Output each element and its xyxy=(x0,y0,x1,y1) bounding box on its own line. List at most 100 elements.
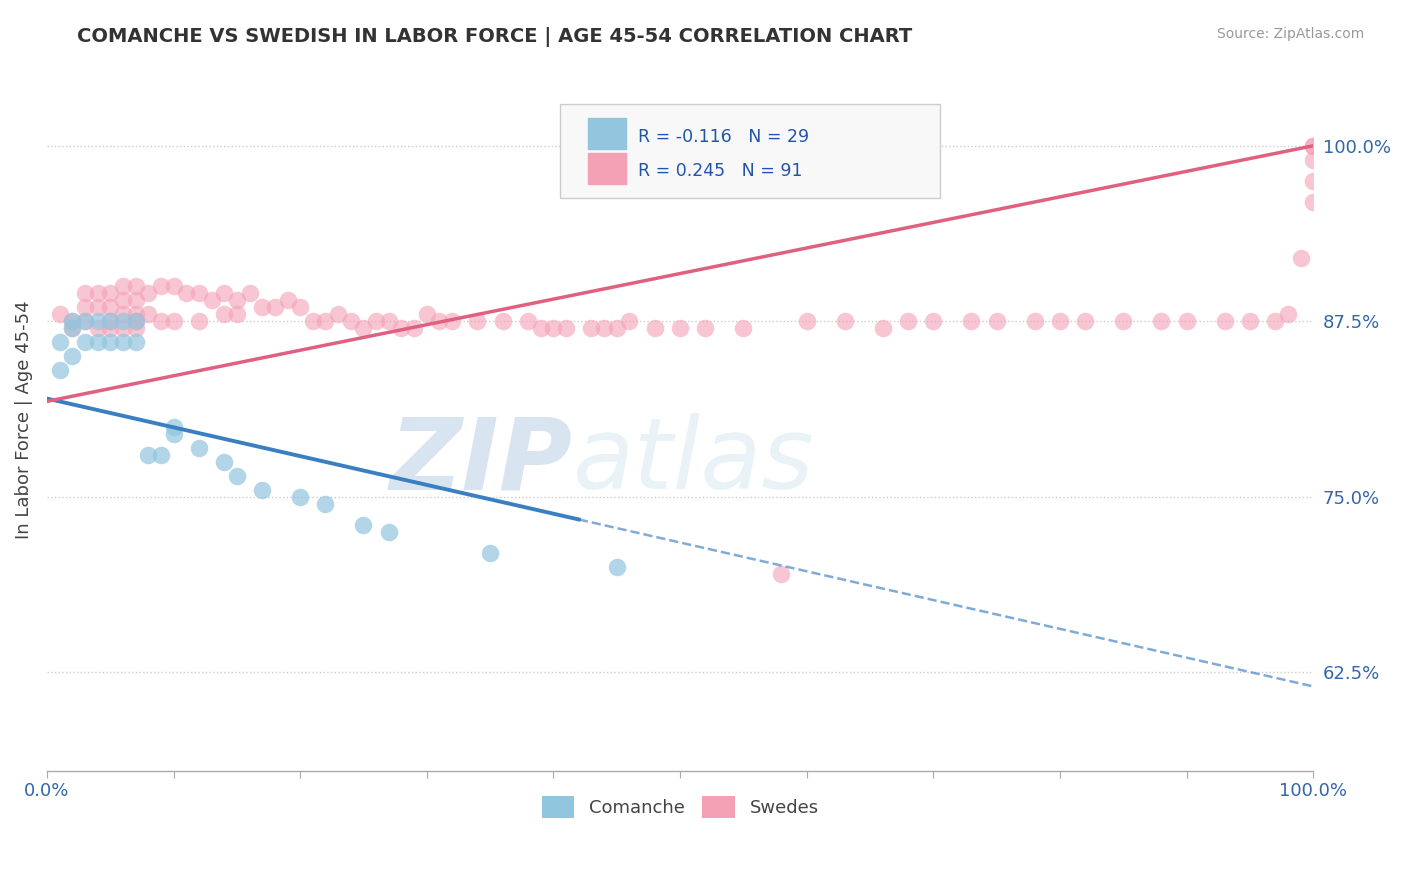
Point xyxy=(111,335,134,350)
Point xyxy=(200,293,222,308)
Point xyxy=(162,426,184,441)
Point xyxy=(98,321,121,335)
Point xyxy=(492,314,515,328)
Point xyxy=(250,300,273,314)
Point xyxy=(1302,138,1324,153)
Point xyxy=(288,490,311,504)
Point xyxy=(288,300,311,314)
Point xyxy=(149,279,172,293)
Point xyxy=(149,314,172,328)
Point xyxy=(1074,314,1097,328)
Point xyxy=(340,314,363,328)
Point xyxy=(60,350,83,364)
Point xyxy=(60,321,83,335)
Point xyxy=(212,286,235,301)
Point xyxy=(111,279,134,293)
Point xyxy=(73,335,96,350)
Point xyxy=(73,300,96,314)
Point xyxy=(124,307,146,321)
Legend: Comanche, Swedes: Comanche, Swedes xyxy=(534,789,825,825)
Point xyxy=(733,321,755,335)
Point xyxy=(111,314,134,328)
Point xyxy=(416,307,439,321)
Point xyxy=(124,335,146,350)
Text: Source: ZipAtlas.com: Source: ZipAtlas.com xyxy=(1216,27,1364,41)
Point xyxy=(162,279,184,293)
Point xyxy=(353,321,375,335)
Point xyxy=(669,321,692,335)
Point xyxy=(378,524,401,539)
Point xyxy=(73,286,96,301)
Point xyxy=(60,321,83,335)
Point xyxy=(1264,314,1286,328)
Point xyxy=(73,314,96,328)
Point xyxy=(366,314,388,328)
Point xyxy=(60,314,83,328)
Point xyxy=(1277,307,1299,321)
Point xyxy=(111,293,134,308)
FancyBboxPatch shape xyxy=(560,103,939,198)
Bar xyxy=(588,153,626,185)
Bar xyxy=(588,118,626,149)
Point xyxy=(225,293,247,308)
Point xyxy=(136,307,159,321)
Point xyxy=(315,314,337,328)
Point xyxy=(1049,314,1071,328)
Point xyxy=(644,321,666,335)
Point xyxy=(250,483,273,497)
Point xyxy=(111,307,134,321)
Point xyxy=(1150,314,1173,328)
Point xyxy=(429,314,451,328)
Point xyxy=(1239,314,1261,328)
Point xyxy=(1024,314,1046,328)
Point xyxy=(225,468,247,483)
Text: ZIP: ZIP xyxy=(389,413,572,510)
Point xyxy=(73,314,96,328)
Point xyxy=(1302,194,1324,209)
Point xyxy=(149,448,172,462)
Point xyxy=(212,307,235,321)
Point xyxy=(124,321,146,335)
Point xyxy=(98,314,121,328)
Point xyxy=(1289,251,1312,265)
Text: R = 0.245   N = 91: R = 0.245 N = 91 xyxy=(638,162,803,180)
Point xyxy=(212,455,235,469)
Point xyxy=(187,314,209,328)
Point xyxy=(98,335,121,350)
Point xyxy=(530,321,553,335)
Point xyxy=(695,321,717,335)
Point xyxy=(1213,314,1236,328)
Point xyxy=(276,293,298,308)
Point xyxy=(136,286,159,301)
Point xyxy=(619,314,641,328)
Point xyxy=(1302,153,1324,167)
Point xyxy=(517,314,540,328)
Point xyxy=(86,286,108,301)
Point xyxy=(897,314,920,328)
Point xyxy=(124,314,146,328)
Point xyxy=(986,314,1008,328)
Point xyxy=(872,321,894,335)
Point xyxy=(98,300,121,314)
Point xyxy=(922,314,945,328)
Point xyxy=(581,321,603,335)
Point xyxy=(796,314,818,328)
Point xyxy=(543,321,565,335)
Point xyxy=(328,307,350,321)
Point xyxy=(467,314,489,328)
Point xyxy=(1302,138,1324,153)
Point xyxy=(301,314,323,328)
Point xyxy=(1112,314,1135,328)
Point xyxy=(111,321,134,335)
Point xyxy=(124,293,146,308)
Point xyxy=(834,314,856,328)
Text: R = -0.116   N = 29: R = -0.116 N = 29 xyxy=(638,128,810,145)
Point xyxy=(174,286,197,301)
Point xyxy=(98,286,121,301)
Point xyxy=(555,321,578,335)
Point xyxy=(162,419,184,434)
Point xyxy=(48,335,70,350)
Point xyxy=(606,560,628,574)
Point xyxy=(86,300,108,314)
Point xyxy=(162,314,184,328)
